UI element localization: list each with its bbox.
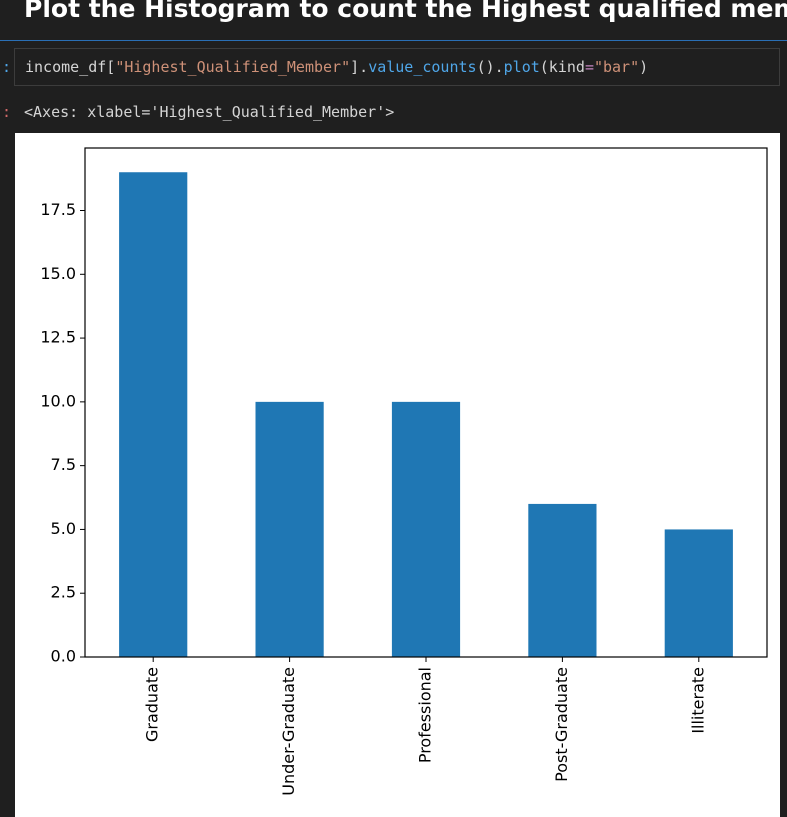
code-token: (kind	[539, 58, 585, 76]
cell-prompt: :	[2, 58, 12, 76]
bar	[255, 401, 324, 657]
heading: Plot the Histogram to count the Highest …	[24, 0, 787, 23]
y-tick-label: 10.0	[40, 391, 76, 410]
code-token: )	[639, 58, 649, 76]
bar	[528, 503, 597, 657]
chart: Graduate Under-Graduate Professional Post-G…	[15, 133, 780, 817]
output-prompt: :	[2, 103, 12, 121]
y-tick-label: 7.5	[51, 455, 76, 474]
x-tick-label: Graduate	[143, 667, 162, 742]
code-token: plot	[503, 58, 540, 76]
bar	[391, 401, 461, 657]
code-token: "bar"	[593, 58, 640, 76]
code-cell[interactable]: income_df["Highest_Qualified_Member"].va…	[14, 48, 780, 86]
y-tick-label: 0.0	[51, 647, 76, 666]
code-token: ().	[476, 58, 504, 76]
y-tick-label: 17.5	[40, 200, 76, 219]
bar	[119, 172, 188, 657]
code-token: ].	[350, 58, 369, 76]
x-tick-label: Professional	[416, 667, 435, 763]
x-tick-label: Post-Graduate	[552, 667, 571, 782]
code-token: value_counts	[368, 58, 477, 76]
y-tick-label: 2.5	[51, 583, 76, 602]
y-tick-label: 12.5	[40, 328, 76, 347]
output-text: <Axes: xlabel='Highest_Qualified_Member'…	[24, 103, 395, 121]
code-token: income_df[	[25, 58, 116, 76]
y-tick-label: 15.0	[40, 264, 76, 283]
x-tick-label: Under-Graduate	[279, 667, 298, 796]
code: income_df["Highest_Qualified_Member"].va…	[25, 58, 648, 76]
bar	[664, 529, 733, 657]
y-tick-label: 5.0	[51, 519, 76, 538]
plot-frame	[84, 147, 768, 658]
code-token: =	[584, 58, 594, 76]
code-token: "Highest_Qualified_Member"	[115, 58, 351, 76]
divider	[0, 40, 787, 41]
x-tick-label: Illiterate	[688, 667, 707, 734]
